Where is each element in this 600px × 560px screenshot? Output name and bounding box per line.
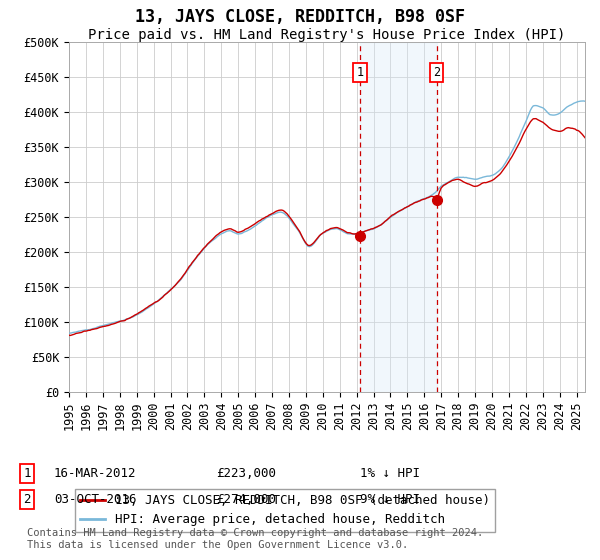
Text: 1: 1: [23, 466, 31, 480]
Text: 9% ↓ HPI: 9% ↓ HPI: [360, 493, 420, 506]
Text: £223,000: £223,000: [216, 466, 276, 480]
Bar: [360, 42, 437, 392]
Text: 16-MAR-2012: 16-MAR-2012: [54, 466, 137, 480]
Text: 1% ↓ HPI: 1% ↓ HPI: [360, 466, 420, 480]
Text: £274,000: £274,000: [216, 493, 276, 506]
Text: 2: 2: [433, 66, 440, 78]
Text: 2: 2: [23, 493, 31, 506]
Title: Price paid vs. HM Land Registry's House Price Index (HPI): Price paid vs. HM Land Registry's House …: [88, 28, 566, 42]
Text: 03-OCT-2016: 03-OCT-2016: [54, 493, 137, 506]
Text: Contains HM Land Registry data © Crown copyright and database right 2024.
This d: Contains HM Land Registry data © Crown c…: [27, 528, 483, 550]
Text: 13, JAYS CLOSE, REDDITCH, B98 0SF: 13, JAYS CLOSE, REDDITCH, B98 0SF: [135, 8, 465, 26]
Text: 1: 1: [356, 66, 364, 78]
Legend: 13, JAYS CLOSE, REDDITCH, B98 0SF (detached house), HPI: Average price, detached: 13, JAYS CLOSE, REDDITCH, B98 0SF (detac…: [75, 489, 495, 531]
